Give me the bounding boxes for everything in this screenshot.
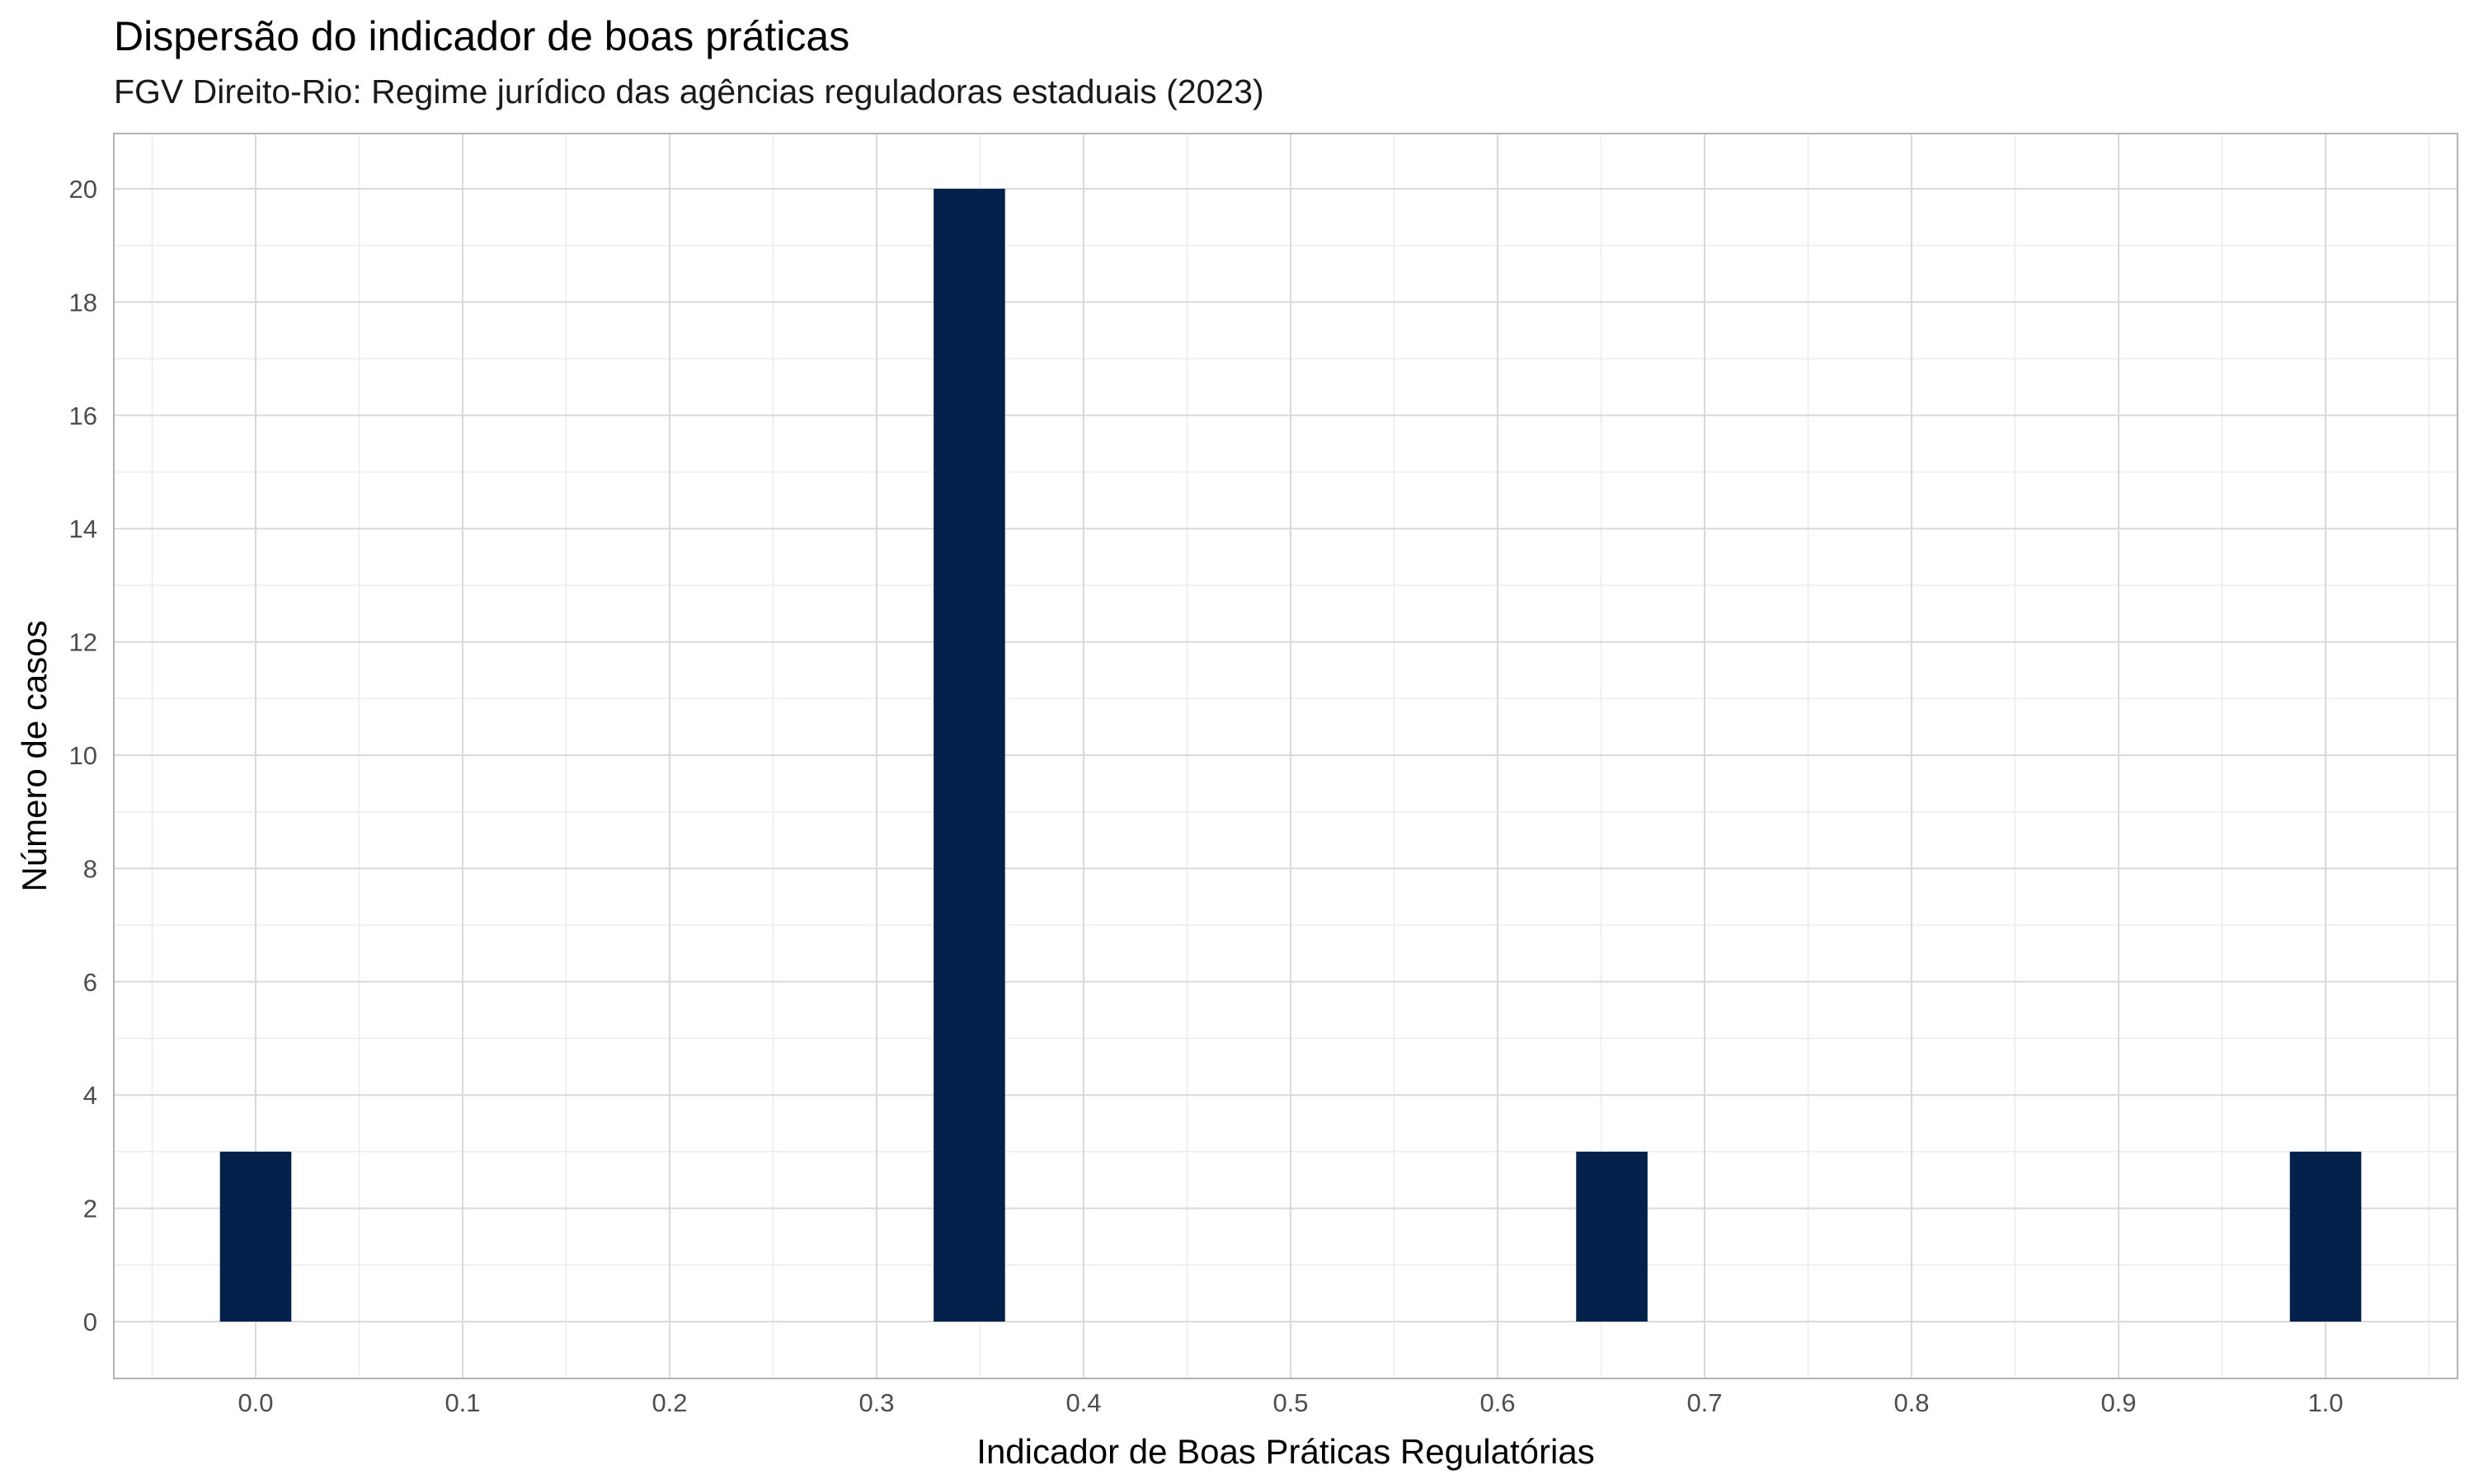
y-tick-label: 14 <box>69 514 97 543</box>
x-tick-label: 0.6 <box>1479 1388 1515 1417</box>
bar <box>934 189 1005 1322</box>
major-gridlines <box>114 134 2458 1378</box>
x-tick-label: 0.2 <box>651 1388 687 1417</box>
y-tick-label: 18 <box>69 288 97 317</box>
y-axis-title: Número de casos <box>15 620 54 891</box>
x-tick-label: 0.5 <box>1272 1388 1308 1417</box>
y-tick-label: 2 <box>83 1195 97 1223</box>
x-axis-ticks: 0.0 0.1 0.2 0.3 0.4 0.5 0.6 0.7 0.8 0.9 1.0 <box>238 1388 2343 1417</box>
y-tick-label: 6 <box>83 968 97 997</box>
y-tick-label: 0 <box>83 1308 97 1336</box>
x-tick-label: 0.8 <box>1893 1388 1929 1417</box>
bar <box>2289 1151 2362 1322</box>
y-tick-label: 4 <box>83 1081 97 1110</box>
x-tick-label: 0.3 <box>858 1388 894 1417</box>
x-tick-label: 0.1 <box>444 1388 480 1417</box>
y-tick-label: 16 <box>69 402 97 430</box>
x-axis-title: Indicador de Boas Práticas Regulatórias <box>976 1432 1594 1471</box>
bars <box>219 189 2362 1322</box>
x-tick-label: 0.0 <box>238 1388 273 1417</box>
x-tick-label: 0.9 <box>2100 1388 2136 1417</box>
x-tick-label: 1.0 <box>2307 1388 2343 1417</box>
panel-border <box>113 133 2458 1379</box>
bar <box>219 1151 292 1322</box>
y-tick-label: 20 <box>69 175 97 204</box>
x-tick-label: 0.4 <box>1065 1388 1101 1417</box>
chart-title: Dispersão do indicador de boas práticas <box>114 13 850 59</box>
chart-subtitle: FGV Direito-Rio: Regime jurídico das agê… <box>114 73 1264 110</box>
x-tick-label: 0.7 <box>1686 1388 1722 1417</box>
y-axis-ticks: 0 2 4 6 8 10 12 14 16 18 20 <box>69 175 97 1336</box>
bar <box>1576 1151 1648 1322</box>
y-tick-label: 12 <box>69 628 97 657</box>
y-tick-label: 8 <box>83 854 97 883</box>
y-tick-label: 10 <box>69 741 97 770</box>
